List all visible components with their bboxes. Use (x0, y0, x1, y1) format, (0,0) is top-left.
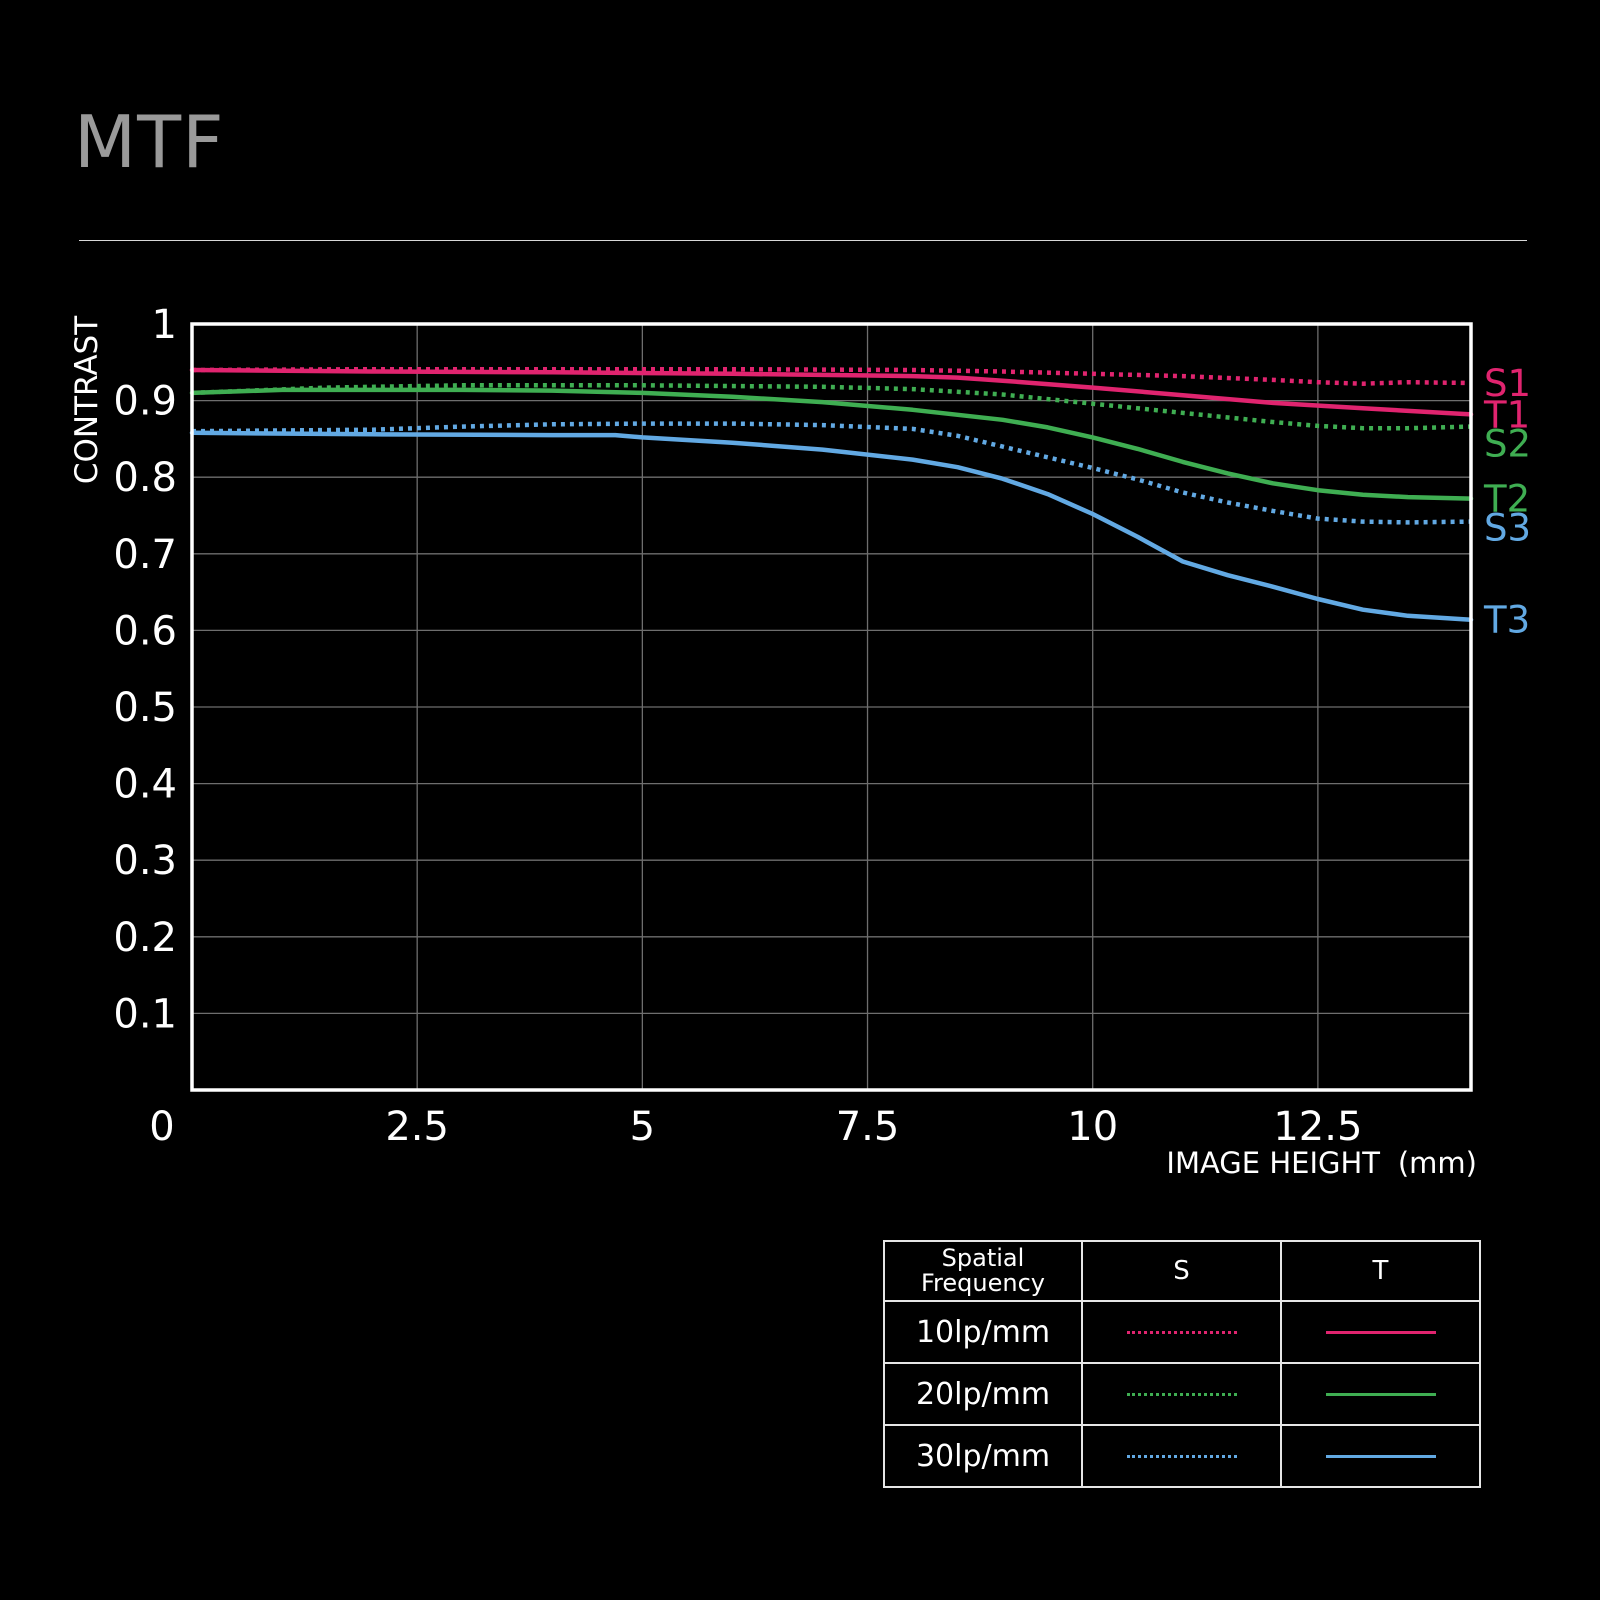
legend-swatch-s (1081, 1424, 1282, 1488)
series-line-t1 (189, 367, 1474, 417)
y-tick-label: 0.2 (113, 915, 177, 961)
series-end-label: T2 (1483, 478, 1530, 521)
solid-line-swatch (1325, 1330, 1436, 1334)
x-tick-label: 0 (149, 1104, 174, 1150)
y-tick-label: 0.6 (113, 608, 177, 654)
page-title: MTF (74, 100, 225, 184)
legend-swatch-t (1280, 1300, 1481, 1364)
series-end-label: T3 (1483, 599, 1530, 642)
series-end-label: S2 (1484, 422, 1531, 465)
solid-line-swatch (1325, 1454, 1436, 1458)
series-end-label: S1 (1484, 362, 1531, 405)
legend-row: 10lp/mm (883, 1300, 1481, 1364)
chart-labels: 0 2.5 5 7.5 10 12.5 0.1 0.2 0.3 0.4 0.5 0.6 0.7 0.8 0.… (69, 302, 1531, 1180)
x-tick-label: 10 (1067, 1104, 1118, 1150)
series-line-t2 (189, 387, 1474, 501)
x-axis-unit: (mm) (1398, 1146, 1477, 1180)
legend-swatch-t (1280, 1362, 1481, 1426)
chart-series (189, 366, 1474, 622)
legend-row-label: 20lp/mm (883, 1362, 1083, 1426)
series-end-label: T1 (1483, 393, 1530, 436)
legend-swatch-s (1081, 1300, 1282, 1364)
chart-grid (192, 324, 1471, 1090)
series-line-s1 (191, 366, 1472, 386)
x-tick-label: 7.5 (836, 1104, 900, 1150)
y-tick-label: 1 (152, 302, 177, 348)
y-tick-label: 0.8 (113, 455, 177, 501)
series-line-s2 (191, 383, 1472, 431)
legend-header-frequency: Spatial Frequency (883, 1240, 1083, 1302)
dotted-line-swatch (1126, 1330, 1237, 1334)
legend-swatch-s (1081, 1362, 1282, 1426)
y-tick-label: 0.5 (113, 685, 177, 731)
legend-row-label: 10lp/mm (883, 1300, 1083, 1364)
mtf-chart: 0 2.5 5 7.5 10 12.5 0.1 0.2 0.3 0.4 0.5 0.6 0.7 0.8 0.… (69, 302, 1531, 1180)
y-tick-label: 0.7 (113, 532, 177, 578)
y-tick-label: 0.4 (113, 762, 177, 808)
legend-header-s: S (1081, 1240, 1282, 1302)
dotted-line-swatch (1126, 1454, 1237, 1458)
y-axis-label: CONTRAST (69, 315, 105, 484)
legend-table: Spatial Frequency S T 10lp/mm 20lp/mm 30… (883, 1240, 1481, 1488)
x-tick-label: 12.5 (1273, 1104, 1362, 1150)
legend-header-t: T (1280, 1240, 1481, 1302)
x-tick-label: 2.5 (385, 1104, 449, 1150)
y-tick-label: 0.3 (113, 838, 177, 884)
title-divider (79, 240, 1527, 241)
series-line-s3 (191, 421, 1472, 525)
y-tick-label: 0.1 (113, 991, 177, 1037)
x-axis-label: IMAGE HEIGHT (1166, 1146, 1380, 1180)
solid-line-swatch (1325, 1392, 1436, 1396)
legend-swatch-t (1280, 1424, 1481, 1488)
x-tick-label: 5 (630, 1104, 655, 1150)
series-end-label: S3 (1484, 507, 1531, 550)
dotted-line-swatch (1126, 1392, 1237, 1396)
series-line-t3 (189, 430, 1474, 622)
legend-row-label: 30lp/mm (883, 1424, 1083, 1488)
plot-frame (190, 322, 1473, 1092)
legend-row: 30lp/mm (883, 1424, 1481, 1488)
y-tick-label: 0.9 (113, 379, 177, 425)
legend-row: 20lp/mm (883, 1362, 1481, 1426)
